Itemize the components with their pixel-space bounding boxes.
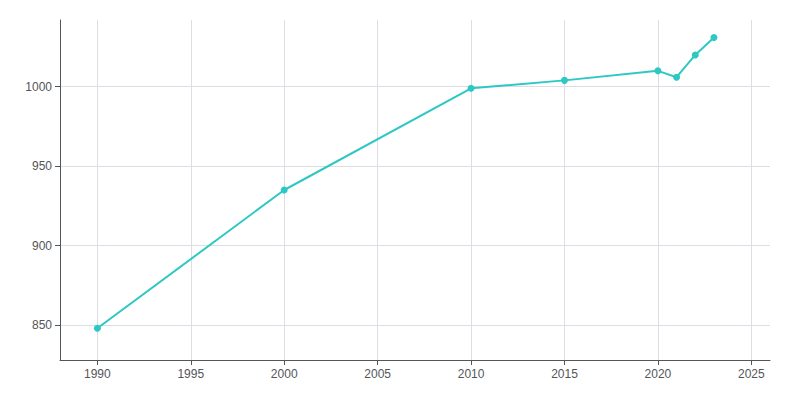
svg-text:1995: 1995 [177,367,204,381]
svg-text:2000: 2000 [271,367,298,381]
svg-text:2025: 2025 [738,367,765,381]
svg-text:1990: 1990 [84,367,111,381]
svg-text:2015: 2015 [551,367,578,381]
svg-text:1000: 1000 [25,80,52,94]
svg-text:2010: 2010 [458,367,485,381]
svg-text:2005: 2005 [364,367,391,381]
svg-text:900: 900 [32,239,52,253]
svg-text:2020: 2020 [645,367,672,381]
svg-text:950: 950 [32,159,52,173]
svg-text:850: 850 [32,318,52,332]
